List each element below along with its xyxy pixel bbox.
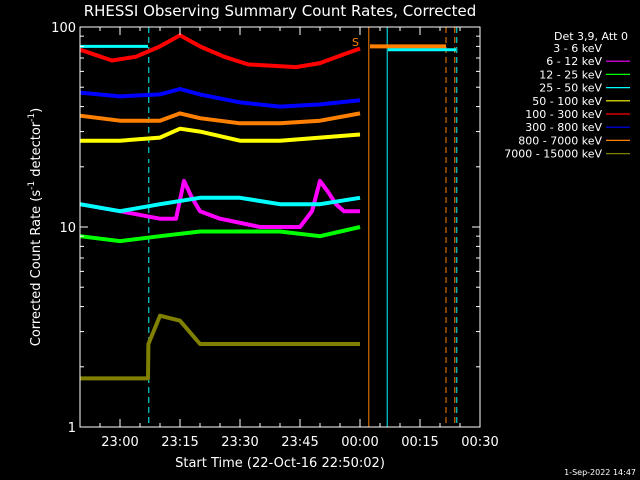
series-line-8-0 bbox=[80, 313, 360, 381]
y-tick-label: 1 bbox=[68, 421, 76, 436]
y-label-sup-2: -1 bbox=[27, 113, 37, 122]
x-tick-label: 23:30 bbox=[221, 435, 258, 450]
series-line-5-0 bbox=[79, 33, 361, 70]
series-line-2-0 bbox=[79, 225, 361, 244]
series-line-4-0 bbox=[80, 126, 361, 143]
legend-label: 100 - 300 keV bbox=[525, 108, 602, 121]
series-line-0-0 bbox=[79, 88, 361, 161]
series-line-3-0 bbox=[79, 195, 361, 214]
y-axis-label: Corrected Count Rate (s-1 detector-1) bbox=[27, 108, 44, 346]
legend-label: 6 - 12 keV bbox=[546, 55, 602, 68]
legend-label: 800 - 7000 keV bbox=[518, 134, 602, 147]
y-label-sup-1: -1 bbox=[27, 181, 37, 190]
series-line-7-0 bbox=[79, 111, 361, 126]
plot-annotation: S bbox=[352, 36, 359, 49]
legend-label: 3 - 6 keV bbox=[553, 42, 602, 55]
y-label-part-2: detector bbox=[29, 121, 44, 181]
series-line-6-0 bbox=[79, 87, 361, 109]
x-tick-label: 23:00 bbox=[101, 435, 138, 450]
y-tick-label: 10 bbox=[59, 221, 76, 236]
footer-date: 1-Sep-2022 14:47 bbox=[564, 468, 636, 477]
svg-text:Corrected Count Rate (s-1 dete: Corrected Count Rate (s-1 detector-1) bbox=[27, 108, 44, 346]
x-axis-label: Start Time (22-Oct-16 22:50:02) bbox=[175, 456, 385, 471]
x-tick-label: 23:45 bbox=[281, 435, 318, 450]
legend-label: 25 - 50 keV bbox=[539, 82, 602, 95]
legend-label: 12 - 25 keV bbox=[539, 68, 602, 81]
y-label-part-3: ) bbox=[29, 108, 44, 113]
legend-label: 50 - 100 keV bbox=[532, 95, 602, 108]
axis-ticks: 23:00 23:15 23:30 23:45 00:00 00:15 00:30 100 10… bbox=[51, 21, 499, 450]
legend-label: 300 - 800 keV bbox=[525, 121, 602, 134]
y-tick-label: 100 bbox=[51, 21, 76, 36]
x-tick-label: 00:30 bbox=[461, 435, 498, 450]
plot-area: S bbox=[79, 27, 458, 427]
series-line-1-0 bbox=[79, 178, 360, 229]
legend-title: Det 3,9, Att 0 bbox=[554, 30, 628, 43]
x-tick-label: 23:15 bbox=[161, 435, 198, 450]
x-tick-label: 00:15 bbox=[401, 435, 438, 450]
chart-title: RHESSI Observing Summary Count Rates, Co… bbox=[84, 2, 477, 20]
x-tick-label: 00:00 bbox=[341, 435, 378, 450]
legend-label: 7000 - 15000 keV bbox=[504, 148, 602, 161]
y-label-part-1: Corrected Count Rate (s bbox=[29, 190, 44, 347]
